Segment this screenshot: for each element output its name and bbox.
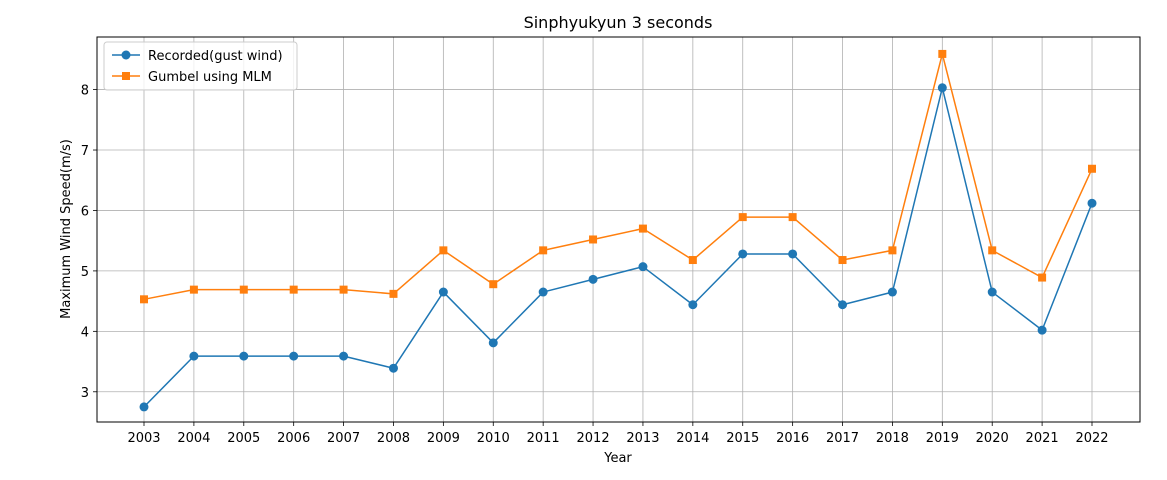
data-point-circle — [1037, 325, 1047, 335]
legend-label-recorded: Recorded(gust wind) — [148, 49, 283, 64]
x-tick-label: 2016 — [776, 431, 809, 446]
x-tick-label: 2014 — [676, 431, 709, 446]
data-point-circle — [838, 300, 848, 310]
legend-label-gumbel: Gumbel using MLM — [148, 70, 272, 85]
x-tick-label: 2005 — [227, 431, 260, 446]
x-tick-label: 2020 — [976, 431, 1009, 446]
data-point-circle — [538, 287, 548, 297]
data-point-square — [888, 246, 897, 255]
data-point-circle — [688, 300, 698, 310]
x-tick-label: 2006 — [277, 431, 310, 446]
data-point-circle — [738, 249, 748, 259]
data-point-circle — [987, 287, 997, 297]
x-tick-label: 2019 — [926, 431, 959, 446]
data-point-square — [1038, 273, 1047, 282]
data-point-square — [140, 295, 148, 304]
y-tick-label: 3 — [81, 386, 89, 401]
x-tick-label: 2003 — [127, 431, 160, 446]
data-point-square — [788, 213, 797, 222]
x-tick-label: 2008 — [377, 431, 410, 446]
data-point-circle — [388, 363, 398, 373]
data-point-square — [539, 246, 548, 255]
x-tick-label: 2022 — [1075, 431, 1108, 446]
data-point-square — [239, 285, 248, 294]
x-axis-label: Year — [603, 451, 632, 466]
legend-swatch-square-marker — [122, 72, 130, 80]
y-tick-label: 4 — [81, 325, 89, 340]
data-point-square — [489, 280, 498, 289]
legend-swatch-circle-marker — [121, 50, 131, 60]
x-tick-label: 2018 — [876, 431, 909, 446]
data-point-circle — [239, 351, 249, 361]
data-point-circle — [638, 262, 648, 272]
data-point-square — [988, 246, 997, 255]
x-tick-label: 2021 — [1026, 431, 1059, 446]
plot-area-frame — [96, 36, 1141, 423]
y-axis-label: Maximum Wind Speed(m/s) — [59, 139, 74, 319]
data-point-square — [389, 289, 398, 298]
data-point-circle — [289, 351, 299, 361]
y-tick-label: 6 — [81, 204, 89, 219]
y-axis: 3 4 5 6 7 8 — [81, 84, 97, 401]
data-point-circle — [339, 351, 349, 361]
series-recorded — [139, 83, 1097, 412]
data-point-square — [838, 256, 847, 265]
x-tick-label: 2010 — [477, 431, 510, 446]
data-point-square — [589, 235, 598, 244]
data-point-square — [1088, 164, 1096, 173]
data-point-square — [638, 224, 647, 233]
x-tick-label: 2004 — [177, 431, 210, 446]
x-tick-label: 2011 — [527, 431, 560, 446]
data-point-circle — [937, 83, 947, 93]
data-point-circle — [588, 274, 598, 284]
series-line — [143, 53, 1093, 301]
series-layer — [139, 49, 1097, 412]
series-gumbel — [140, 49, 1096, 304]
x-tick-label: 2012 — [577, 431, 610, 446]
x-axis: 2003 2004 2005 2006 2007 2008 2009 2010 2011 2012… — [127, 422, 1109, 446]
x-tick-label: 2017 — [826, 431, 859, 446]
y-tick-label: 8 — [81, 84, 89, 99]
data-point-circle — [189, 351, 199, 361]
data-point-circle — [1087, 198, 1097, 208]
x-tick-label: 2007 — [327, 431, 360, 446]
series-line — [143, 87, 1093, 408]
x-tick-label: 2013 — [626, 431, 659, 446]
data-point-square — [938, 49, 947, 58]
data-point-circle — [887, 287, 897, 297]
data-point-square — [439, 246, 448, 255]
chart-title: Sinphyukyun 3 seconds — [524, 13, 713, 32]
y-tick-label: 5 — [81, 265, 89, 280]
x-tick-label: 2015 — [726, 431, 759, 446]
data-point-square — [339, 285, 348, 294]
x-tick-label: 2009 — [427, 431, 460, 446]
y-tick-label: 7 — [81, 144, 89, 159]
data-point-circle — [139, 402, 149, 412]
data-point-circle — [788, 249, 798, 259]
legend-box — [103, 41, 298, 91]
data-point-circle — [438, 287, 448, 297]
data-point-square — [738, 213, 747, 222]
data-point-square — [289, 285, 298, 294]
data-point-circle — [488, 338, 498, 348]
data-point-square — [688, 256, 697, 265]
legend: Recorded(gust wind) Gumbel using MLM — [103, 41, 298, 91]
data-point-square — [189, 285, 198, 294]
